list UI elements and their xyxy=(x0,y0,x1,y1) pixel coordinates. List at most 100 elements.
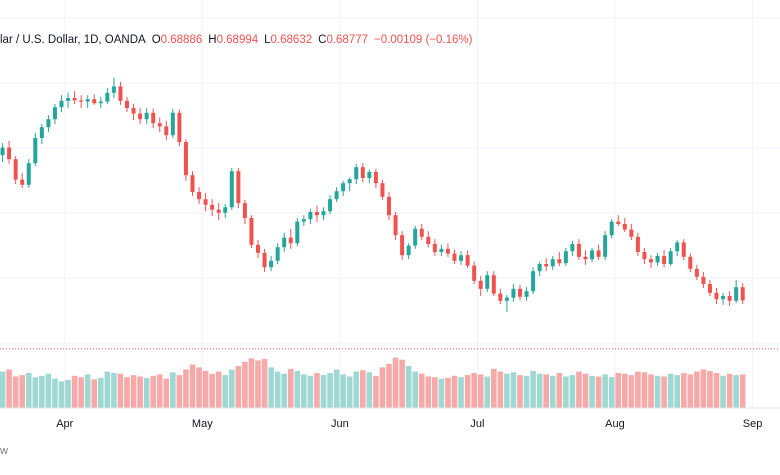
volume-bar xyxy=(353,371,360,408)
volume-bar xyxy=(628,375,635,408)
x-tick-label-aug: Aug xyxy=(605,418,625,430)
volume-bar xyxy=(497,371,504,408)
volume-bar xyxy=(196,367,202,408)
candlesticks xyxy=(0,77,745,312)
candle-body xyxy=(7,147,12,160)
volume-bar xyxy=(654,375,661,408)
volume-bar xyxy=(137,376,143,408)
candle-body xyxy=(701,276,706,284)
volume-bar xyxy=(399,359,405,408)
volume-bar xyxy=(379,367,386,408)
candle-body xyxy=(308,212,313,220)
volume-bar xyxy=(340,374,346,408)
candle-body xyxy=(92,99,97,104)
candle-body xyxy=(203,199,208,205)
volume-bar xyxy=(314,373,320,408)
candle-body xyxy=(59,100,64,108)
candle-body xyxy=(72,98,77,101)
volume-bar xyxy=(733,375,739,408)
candle-body xyxy=(465,255,470,266)
volume-bar xyxy=(687,374,694,408)
volume-bar xyxy=(504,373,510,408)
volume-bar xyxy=(25,373,32,408)
candle-body xyxy=(334,191,339,200)
x-tick-label-may: May xyxy=(192,418,213,430)
volume-bar xyxy=(346,376,353,408)
candle-body xyxy=(354,167,359,180)
candle-body xyxy=(229,171,234,208)
candle-body xyxy=(498,293,503,301)
candle-body xyxy=(609,221,614,236)
x-tick-label-jun: Jun xyxy=(331,418,349,430)
candle-body xyxy=(721,296,726,300)
volume-bar xyxy=(720,375,726,408)
candle-body xyxy=(445,248,450,254)
candle-body xyxy=(210,204,215,210)
candle-body xyxy=(550,259,555,267)
volume-bar xyxy=(726,373,733,408)
candle-body xyxy=(288,237,293,244)
volume-bar xyxy=(183,369,189,408)
candle-body xyxy=(655,256,660,263)
candle-body xyxy=(504,297,509,301)
volume-bar xyxy=(248,358,255,408)
candle-body xyxy=(249,218,254,245)
candle-body xyxy=(622,224,627,230)
volume-bar xyxy=(32,377,39,408)
volume-bar xyxy=(491,368,497,408)
candle-body xyxy=(295,221,300,244)
volume-bar xyxy=(294,370,301,408)
candle-body xyxy=(328,199,333,212)
candle-body xyxy=(413,228,418,246)
volume-bar xyxy=(615,373,622,408)
volume-bar xyxy=(117,373,124,408)
volume-bar xyxy=(445,377,451,408)
volume-bar xyxy=(622,373,628,408)
volume-bar xyxy=(523,375,530,408)
volume-bar xyxy=(65,380,71,408)
candle-body xyxy=(20,179,25,185)
candle-body xyxy=(367,172,372,178)
volume-bar xyxy=(680,373,687,408)
volume-bar xyxy=(405,366,412,408)
volume-bar xyxy=(150,375,156,408)
candle-body xyxy=(236,171,241,204)
candle-body xyxy=(563,251,568,264)
candle-body xyxy=(170,112,175,136)
volume-bar xyxy=(589,375,595,408)
volume-bar xyxy=(510,372,517,408)
volume-bar xyxy=(176,375,183,408)
volume-bar xyxy=(713,373,720,408)
candle-body xyxy=(616,221,621,224)
change-readout: −0.00109 (−0.16%) xyxy=(374,34,473,46)
candle-body xyxy=(301,219,306,222)
volume-bar xyxy=(215,371,222,408)
candle-body xyxy=(459,255,464,261)
open-readout: O0.68886 xyxy=(151,34,203,46)
volume-bar xyxy=(569,375,576,408)
candle-body xyxy=(197,192,202,200)
candle-body xyxy=(590,250,595,260)
volume-bar xyxy=(530,370,536,408)
volume-bar xyxy=(229,369,235,408)
volume-bar xyxy=(556,373,563,408)
candle-body xyxy=(393,215,398,236)
candle-body xyxy=(426,236,431,244)
candle-body xyxy=(183,142,188,176)
volume-bar xyxy=(261,359,268,408)
volume-bar xyxy=(418,373,425,408)
candle-body xyxy=(151,112,156,124)
volume-bar xyxy=(392,357,399,408)
candle-body xyxy=(576,244,581,257)
volume-bar xyxy=(412,371,418,408)
grid-lines xyxy=(0,0,780,408)
candle-body xyxy=(157,123,162,127)
volume-bar xyxy=(602,374,608,408)
volume-bar xyxy=(268,367,274,408)
low-readout: L0.68632 xyxy=(264,34,313,46)
volume-bar xyxy=(471,373,477,408)
volume-bar xyxy=(373,375,379,408)
candle-body xyxy=(125,100,129,108)
candle-body xyxy=(478,280,483,289)
